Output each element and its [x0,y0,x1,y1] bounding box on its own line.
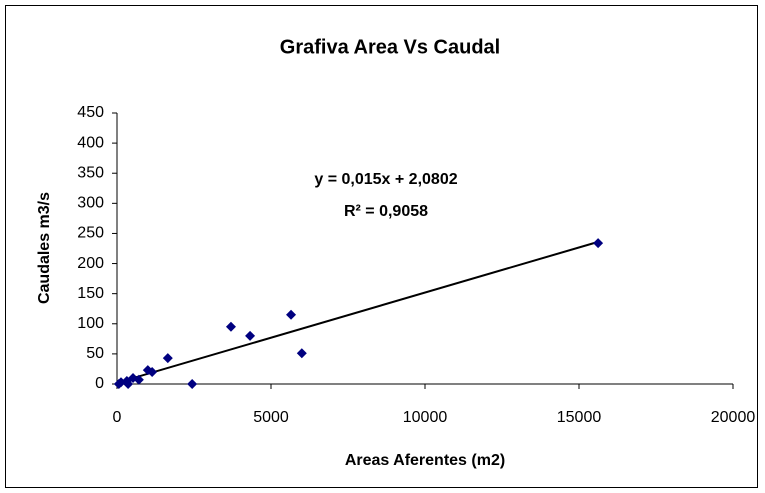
data-point [296,348,307,359]
chart-title: Grafiva Area Vs Caudal [280,36,500,58]
y-tick-label: 250 [77,225,104,242]
trend-equation: y = 0,015x + 2,0802 [314,171,457,188]
x-tick-label: 10000 [403,409,448,426]
data-point [187,379,198,389]
data-point [225,321,236,332]
data-point [123,379,134,389]
y-tick-label: 350 [77,164,104,181]
y-tick-label: 200 [77,255,104,272]
data-point [593,238,604,249]
y-tick-label: 150 [77,285,104,302]
y-tick-label: 400 [77,134,104,151]
x-tick-label: 15000 [557,409,602,426]
y-tick-label: 50 [86,345,104,362]
y-tick-label: 0 [95,375,104,392]
r-squared: R² = 0,9058 [344,203,428,220]
trendline [116,240,599,384]
data-point [113,379,124,389]
data-point [286,309,297,320]
chart-border [5,5,758,488]
y-tick-label: 300 [77,195,104,212]
data-point [245,330,256,341]
x-tick-label: 0 [113,409,122,426]
data-point [162,353,173,364]
y-tick-label: 100 [77,315,104,332]
x-axis-label: Areas Aferentes (m2) [345,452,505,469]
y-tick-label: 450 [77,104,104,121]
data-point [133,374,144,385]
data-point [147,366,158,377]
x-tick-label: 5000 [253,409,289,426]
x-tick-label: 20000 [711,409,756,426]
y-axis-label: Caudales m3/s [36,192,53,304]
